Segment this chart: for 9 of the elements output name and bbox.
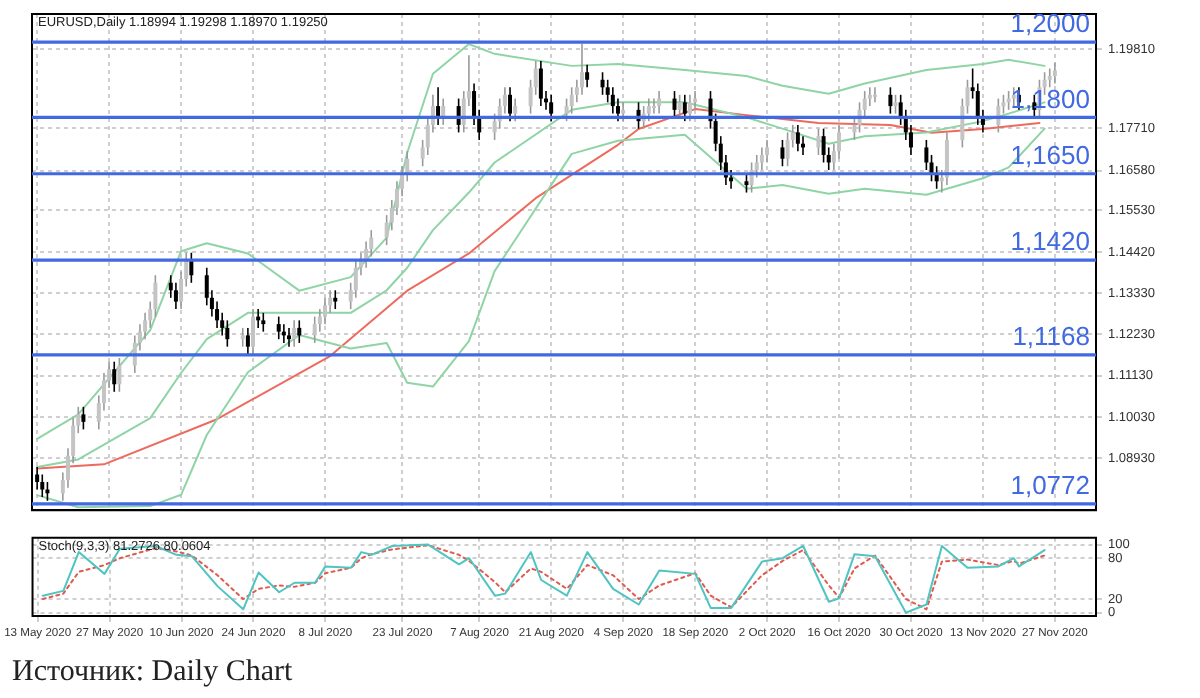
candlestick <box>333 290 338 310</box>
text: Источник: Daily Chart <box>10 654 295 690</box>
candlestick <box>651 98 656 114</box>
ref-line-label: 1,2000 <box>1010 8 1090 39</box>
ref-line-label: 1,1168 <box>1012 321 1090 352</box>
candlestick <box>287 327 292 347</box>
candlestick <box>872 87 877 103</box>
ref-line-label: 1,0772 <box>1010 469 1090 500</box>
ref-line-label: 1,1420 <box>1010 226 1090 257</box>
